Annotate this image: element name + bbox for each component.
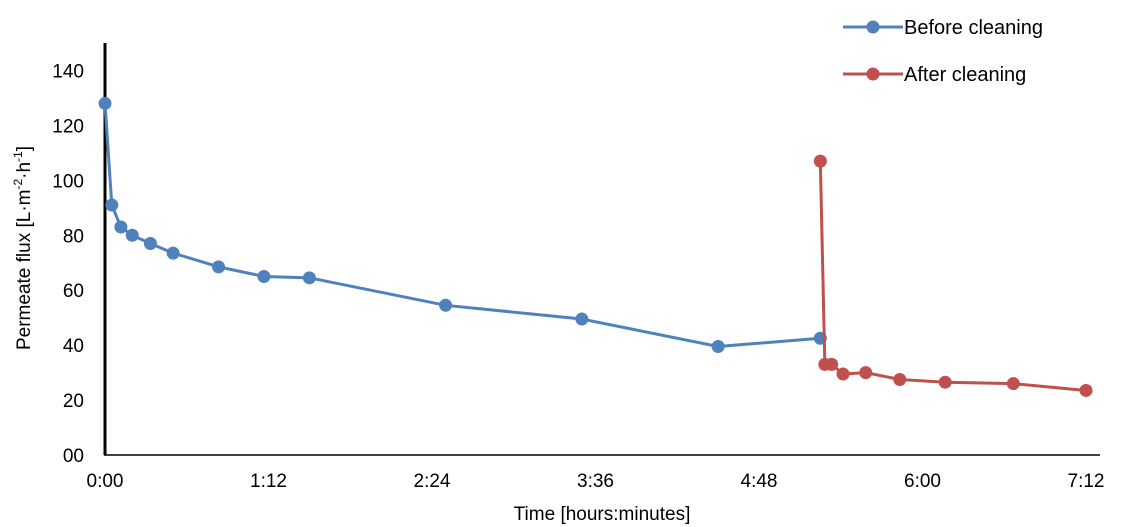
series-2 xyxy=(813,154,1093,397)
data-point xyxy=(143,237,157,251)
y-tick-label: 20 xyxy=(63,391,84,412)
y-axis-title-part-1: Permeate flux [L·m xyxy=(14,190,35,351)
y-axis-title-part-3: ] xyxy=(14,146,35,151)
x-tick-label: 4:48 xyxy=(741,471,778,492)
y-axis-title-exp-2: -1 xyxy=(11,151,25,162)
y-tick-label: 80 xyxy=(63,226,84,247)
y-axis-title: Permeate flux [L·m-2·h-1] xyxy=(11,146,35,350)
data-point xyxy=(836,367,850,381)
data-point xyxy=(711,340,725,354)
data-point xyxy=(125,228,139,242)
legend-item: After cleaning xyxy=(843,64,1026,86)
data-point xyxy=(859,366,873,380)
data-point xyxy=(825,357,839,371)
x-tick-label: 2:24 xyxy=(414,471,451,492)
legend-label: Before cleaning xyxy=(904,17,1043,39)
data-point xyxy=(98,96,112,110)
legend-label: After cleaning xyxy=(904,64,1026,86)
data-point xyxy=(114,220,128,234)
data-point xyxy=(893,372,907,386)
data-point xyxy=(439,298,453,312)
x-tick-label: 1:12 xyxy=(250,471,287,492)
legend-item: Before cleaning xyxy=(843,17,1043,39)
data-point xyxy=(938,375,952,389)
y-tick-label: 40 xyxy=(63,336,84,357)
data-point xyxy=(1006,377,1020,391)
series-line xyxy=(818,161,1087,392)
x-axis-title: Time [hours:minutes] xyxy=(514,504,691,525)
series-line xyxy=(103,103,821,349)
y-axis-title-exp-1: -2 xyxy=(11,179,25,190)
axes xyxy=(103,43,1100,456)
data-point xyxy=(1079,383,1093,397)
data-point xyxy=(575,312,589,326)
series-layer xyxy=(98,96,1093,397)
data-point xyxy=(105,198,119,212)
y-tick-label: 140 xyxy=(52,61,84,82)
x-tick-label: 7:12 xyxy=(1068,471,1105,492)
y-tick-label: 60 xyxy=(63,281,84,302)
y-tick-label: 00 xyxy=(63,446,84,467)
legend-marker xyxy=(866,20,880,34)
data-point xyxy=(212,260,226,274)
data-point xyxy=(257,269,271,283)
legend-marker xyxy=(866,67,880,81)
x-tick-labels: 0:00 1:12 2:24 3:36 4:48 6:00 7:12 xyxy=(87,471,1105,492)
y-tick-label: 100 xyxy=(52,171,84,192)
x-tick-label: 6:00 xyxy=(904,471,941,492)
data-point xyxy=(302,271,316,285)
legend: Before cleaning After cleaning xyxy=(843,17,1043,86)
y-tick-labels: 00 20 40 60 80 100 120 140 xyxy=(52,61,84,467)
data-point xyxy=(813,154,827,168)
data-point xyxy=(166,246,180,260)
y-axis-title-part-2: ·h xyxy=(14,162,35,179)
x-tick-label: 0:00 xyxy=(87,471,124,492)
x-tick-label: 3:36 xyxy=(577,471,614,492)
series-1 xyxy=(98,96,827,354)
y-tick-label: 120 xyxy=(52,116,84,137)
